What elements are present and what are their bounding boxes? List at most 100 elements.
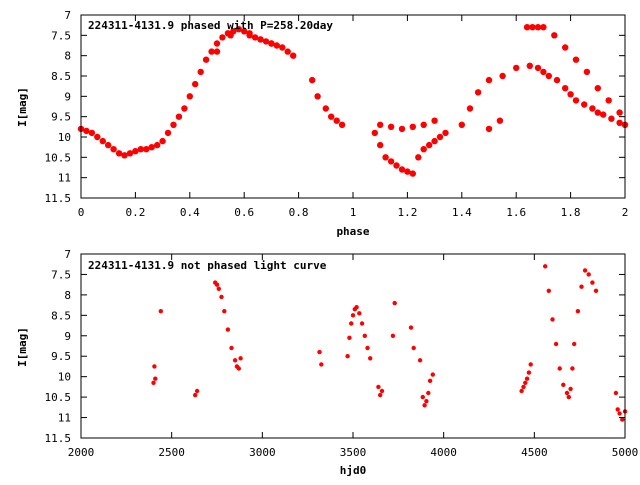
phased-data-point [605,97,612,104]
phased-title: 224311-4131.9 phased with P=258.20day [88,19,333,32]
unphased-data-point [365,345,370,351]
phased-data-point [616,119,623,127]
phased-data-point [583,68,591,76]
unphased-plot-frame [80,253,626,439]
phased-data-point [562,44,569,51]
phased-data-point [126,150,134,157]
phased-data-point [485,125,493,133]
phased-data-point [213,48,221,55]
phased-data-point [485,76,493,84]
phased-data-point [534,64,542,72]
unphased-title: 224311-4131.9 not phased light curve [88,259,327,272]
unphased-data-point [561,382,566,387]
phased-data-point [159,137,166,145]
phased-data-point [616,109,623,116]
unphased-data-point [379,388,385,394]
phased-data-point [387,158,395,165]
unphased-y-tick-label: 7.5 [51,268,71,281]
unphased-data-point [151,380,156,385]
phased-y-tick-label: 10.5 [45,151,72,164]
phased-x-tick-label: 0.8 [289,206,309,219]
phased-y-tick-label: 10 [58,131,71,144]
unphased-y-tick-label: 8 [64,289,71,302]
phased-y-tick-label: 7 [64,9,71,22]
phased-data-point [499,72,506,80]
phased-data-point [387,123,395,130]
unphased-data-point [193,392,198,398]
phased-data-point [572,97,580,104]
unphased-data-point [359,321,365,326]
phased-y-axis-label: I[mag] [16,87,29,127]
unphased-ticks: 2000 2500 3000 3500 4000 4500 5000 7 7.5 8 8.5 9 9.5… [45,248,639,459]
unphased-data-point [153,376,158,381]
phased-data-point [458,121,465,128]
phased-data-point [404,168,411,175]
phased-data-point [377,141,384,149]
phased-data-point [529,24,536,31]
phased-panel: 0 0.2 0.4 0.6 0.8 1 1.2 1.4 1.6 1.8 2 7 7.5 8 8.5 9 9.5 1… [16,9,628,238]
unphased-data-point [158,309,163,314]
unphased-y-tick-label: 8.5 [51,309,71,322]
phased-data-point [409,123,416,130]
phased-data-point [608,115,615,122]
phased-x-tick-label: 0.2 [125,206,145,219]
phased-data-point [581,101,588,108]
unphased-data-point [376,384,381,390]
phased-data-point [290,52,297,59]
phased-data-point [540,68,547,76]
phased-data-point [545,72,552,80]
phased-data-point [562,85,569,92]
unphased-data-point [424,399,429,404]
phased-data-point [436,133,444,141]
unphased-data-point [232,358,238,363]
phased-data-point [94,133,101,141]
phased-data-point [567,91,574,98]
phased-data-point [523,24,531,31]
unphased-data-point [582,268,588,273]
unphased-x-tick-label: 2500 [158,446,185,459]
unphased-data-point [152,364,157,369]
phased-data-point [268,40,275,47]
unphased-data-point [524,376,530,381]
unphased-y-tick-label: 10 [58,371,71,384]
unphased-data-point [546,288,551,293]
unphased-data-point [349,321,354,326]
phased-data-point [213,40,221,47]
phased-data-point [257,36,264,43]
unphased-data-point [566,394,571,400]
phased-data-point [273,42,280,49]
unphased-y-tick-label: 10.5 [45,391,72,404]
unphased-data-point [219,294,224,300]
phased-data-point [197,68,204,76]
unphased-y-tick-label: 9 [64,330,71,343]
phased-data-point [148,144,155,151]
phased-data-point [398,166,406,173]
unphased-data-point [430,372,435,377]
unphased-data-point [194,388,200,394]
unphased-data-point [579,284,584,289]
phased-data-point [175,113,183,120]
unphased-y-tick-label: 11 [58,412,71,425]
phased-data-point [314,93,321,100]
phased-data-point [415,154,422,161]
phased-data-point [600,111,607,118]
phased-x-tick-label: 0.4 [180,206,200,219]
unphased-x-tick-label: 5000 [612,446,639,459]
unphased-panel: 2000 2500 3000 3500 4000 4500 5000 7 7.5 8 8.5 9 9.5… [16,248,638,477]
unphased-data-point [523,380,528,385]
unphased-data-point [613,390,619,396]
phased-data-point [284,48,291,55]
phased-data-point [534,24,542,31]
phased-y-tick-label: 8 [64,50,71,63]
unphased-data-point [593,288,599,293]
phased-data-point [132,148,139,155]
phased-data-point [496,117,504,124]
phased-data-point [227,32,234,39]
unphased-data-point [420,394,425,400]
phased-data-point [513,64,520,72]
unphased-data-point [347,335,352,340]
phased-data-point [466,105,474,112]
phased-data-point [333,117,340,124]
